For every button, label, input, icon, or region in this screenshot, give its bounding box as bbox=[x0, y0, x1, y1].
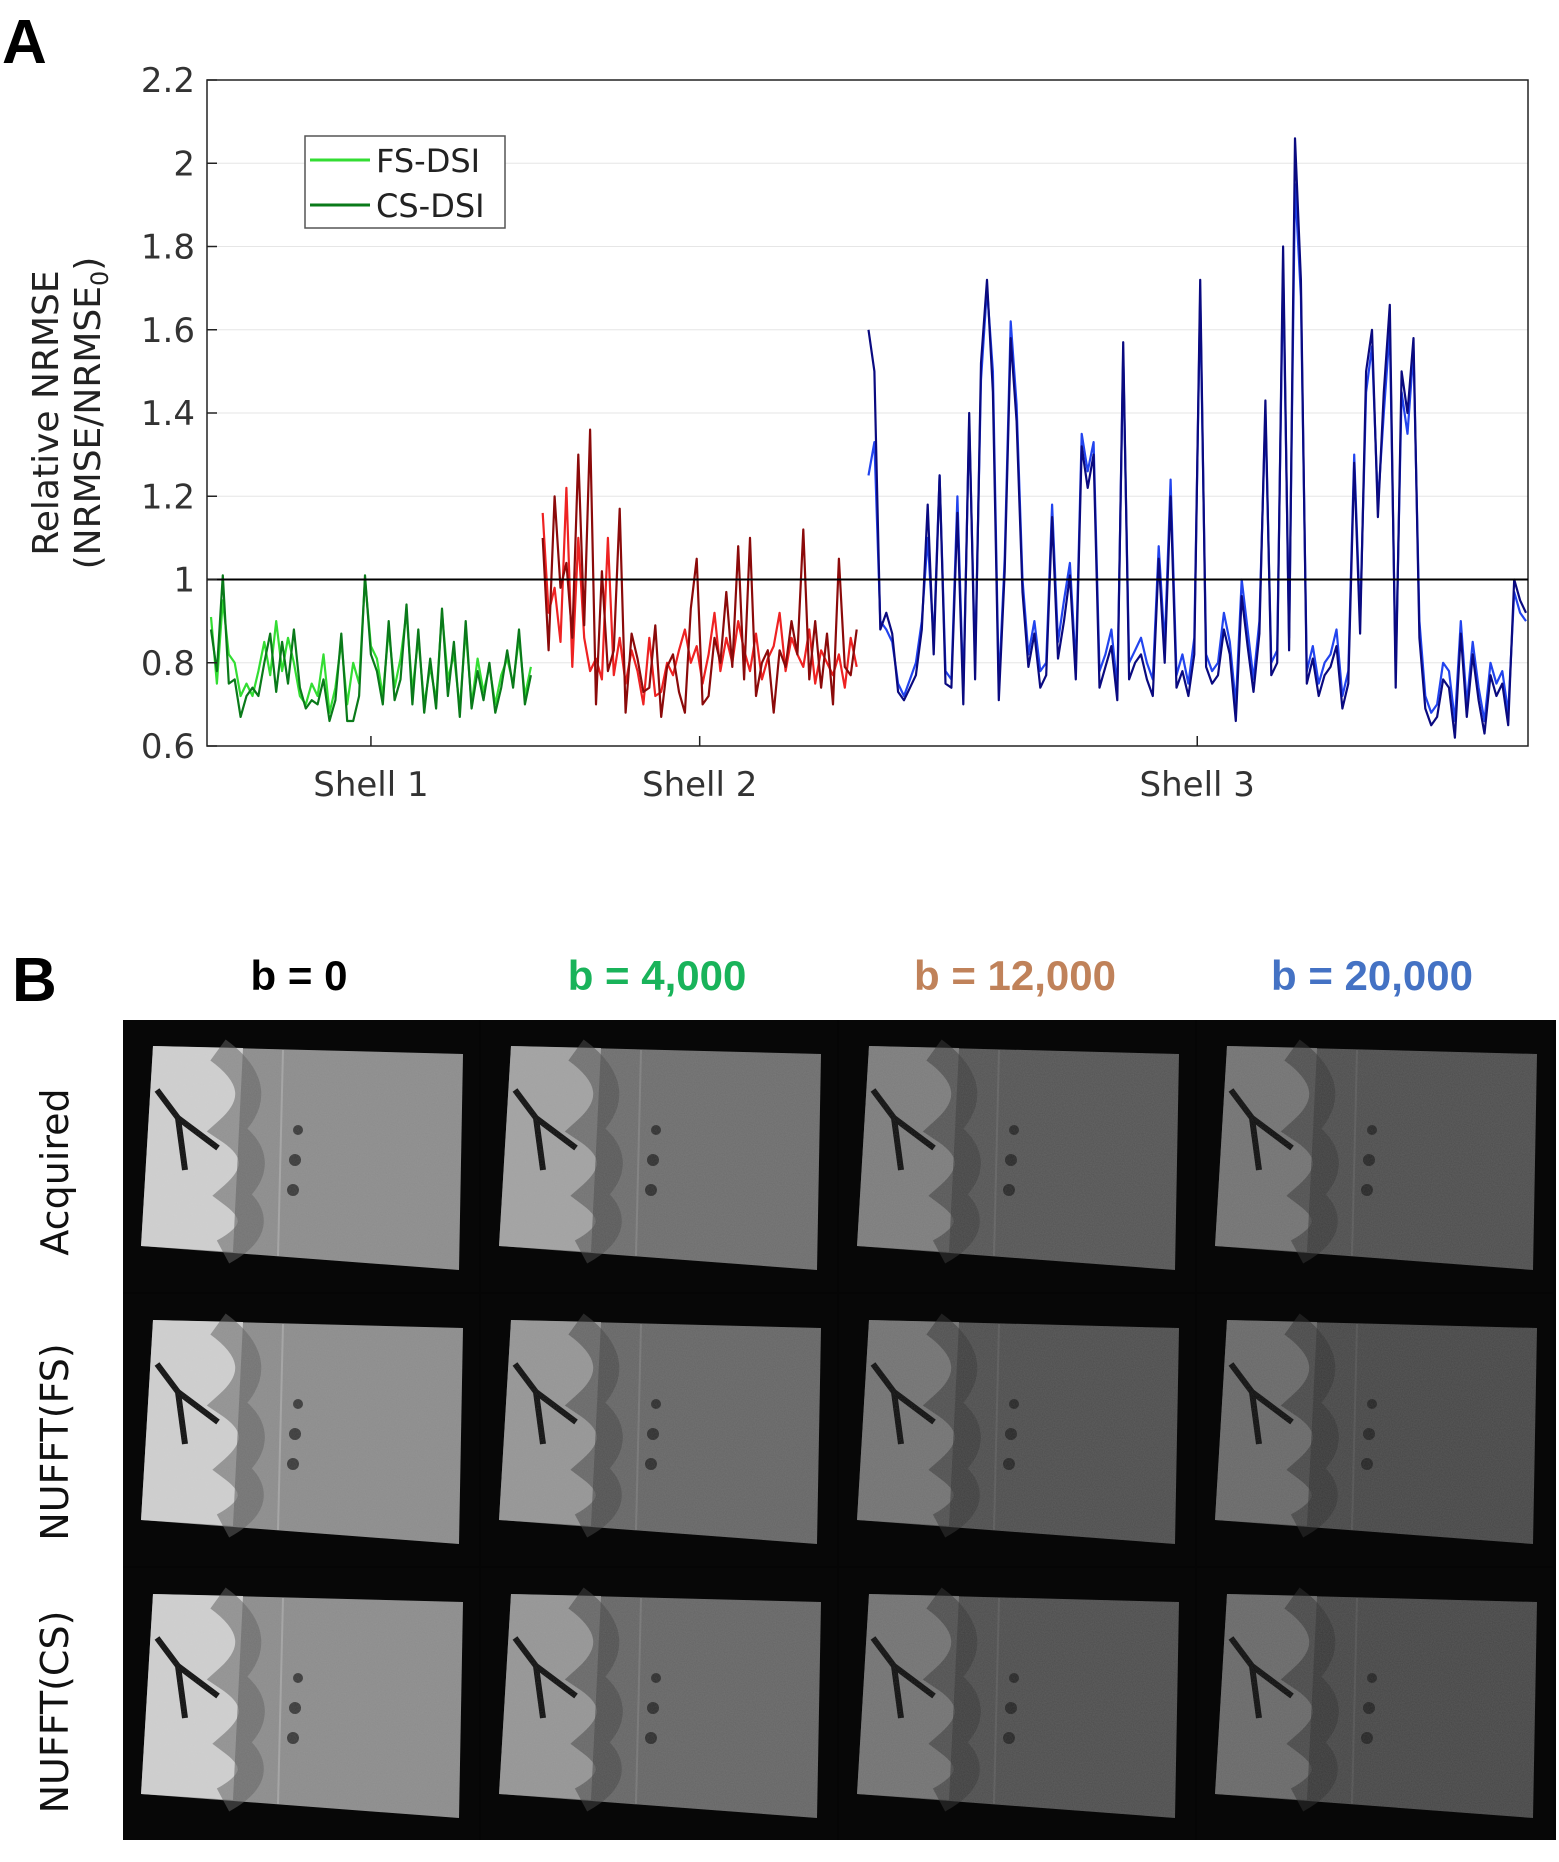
row-header-acquired: Acquired bbox=[33, 1088, 77, 1256]
x-tick-label: Shell 1 bbox=[313, 765, 428, 805]
mri-image-grid bbox=[123, 1020, 1556, 1840]
chart-legend: FS-DSI CS-DSI bbox=[304, 135, 506, 229]
y-tick-label: 1.8 bbox=[141, 228, 195, 268]
mri-tile-r1-c0 bbox=[123, 1294, 479, 1566]
y-tick-label: 0.6 bbox=[141, 727, 195, 767]
chart-series-group bbox=[209, 137, 1527, 739]
mri-tile-r0-c0 bbox=[123, 1020, 479, 1292]
y-axis-label-line2-sub: 0 bbox=[86, 271, 114, 286]
y-tick-label: 1.4 bbox=[141, 394, 195, 434]
mri-tile-r0-c3 bbox=[1197, 1020, 1553, 1292]
col-header-b20000: b = 20,000 bbox=[1271, 952, 1473, 999]
y-tick-label: 1 bbox=[173, 561, 195, 601]
mri-tile-r1-c3 bbox=[1197, 1294, 1553, 1566]
chart-ticks: 0.6 0.8 1 1.2 1.4 1.6 1.8 2 2.2 Shell 1 Shell 2 She… bbox=[141, 61, 1255, 805]
series-line-cs-shell2 bbox=[541, 428, 858, 719]
col-header-b4000: b = 4,000 bbox=[567, 952, 747, 999]
panel-a-label: A bbox=[2, 8, 47, 77]
mri-tile-r0-c2 bbox=[839, 1020, 1195, 1292]
legend-box bbox=[304, 135, 506, 229]
legend-label-fs: FS-DSI bbox=[376, 142, 480, 180]
col-header-b12000: b = 12,000 bbox=[914, 952, 1116, 999]
y-tick-label: 2 bbox=[173, 144, 195, 184]
y-tick-label: 1.6 bbox=[141, 311, 195, 351]
mri-tile-r2-c2 bbox=[839, 1568, 1195, 1840]
series-line-cs-shell3 bbox=[867, 137, 1527, 739]
y-tick-label: 1.2 bbox=[141, 477, 195, 517]
legend-label-cs: CS-DSI bbox=[376, 187, 485, 225]
col-header-b0: b = 0 bbox=[250, 952, 348, 999]
mri-tile-r1-c1 bbox=[481, 1294, 837, 1566]
row-header-nufft-fs: NUFFT(FS) bbox=[33, 1343, 77, 1541]
y-axis-label-line2-main: (NRMSE/NRMSE bbox=[68, 286, 109, 569]
y-axis-label-line2: (NRMSE/NRMSE0) bbox=[68, 257, 114, 570]
x-tick-label: Shell 2 bbox=[642, 765, 757, 805]
row-header-nufft-cs: NUFFT(CS) bbox=[33, 1610, 77, 1814]
mri-tile-r2-c0 bbox=[123, 1568, 479, 1840]
x-tick-label: Shell 3 bbox=[1140, 765, 1255, 805]
mri-tile-r1-c2 bbox=[839, 1294, 1195, 1566]
mri-tile-r2-c3 bbox=[1197, 1568, 1553, 1840]
y-axis-label-line1: Relative NRMSE bbox=[26, 270, 67, 555]
nrmse-line-chart: 0.6 0.8 1 1.2 1.4 1.6 1.8 2 2.2 Shell 1 Shell 2 She… bbox=[26, 61, 1529, 805]
y-axis-label-line2-end: ) bbox=[68, 257, 109, 271]
y-tick-label: 0.8 bbox=[141, 644, 195, 684]
mri-tile-r0-c1 bbox=[481, 1020, 837, 1292]
series-line-cs-shell1 bbox=[209, 574, 532, 723]
y-tick-label: 2.2 bbox=[141, 61, 195, 101]
mri-tile-r2-c1 bbox=[481, 1568, 837, 1840]
panel-b-label: B bbox=[12, 946, 57, 1015]
